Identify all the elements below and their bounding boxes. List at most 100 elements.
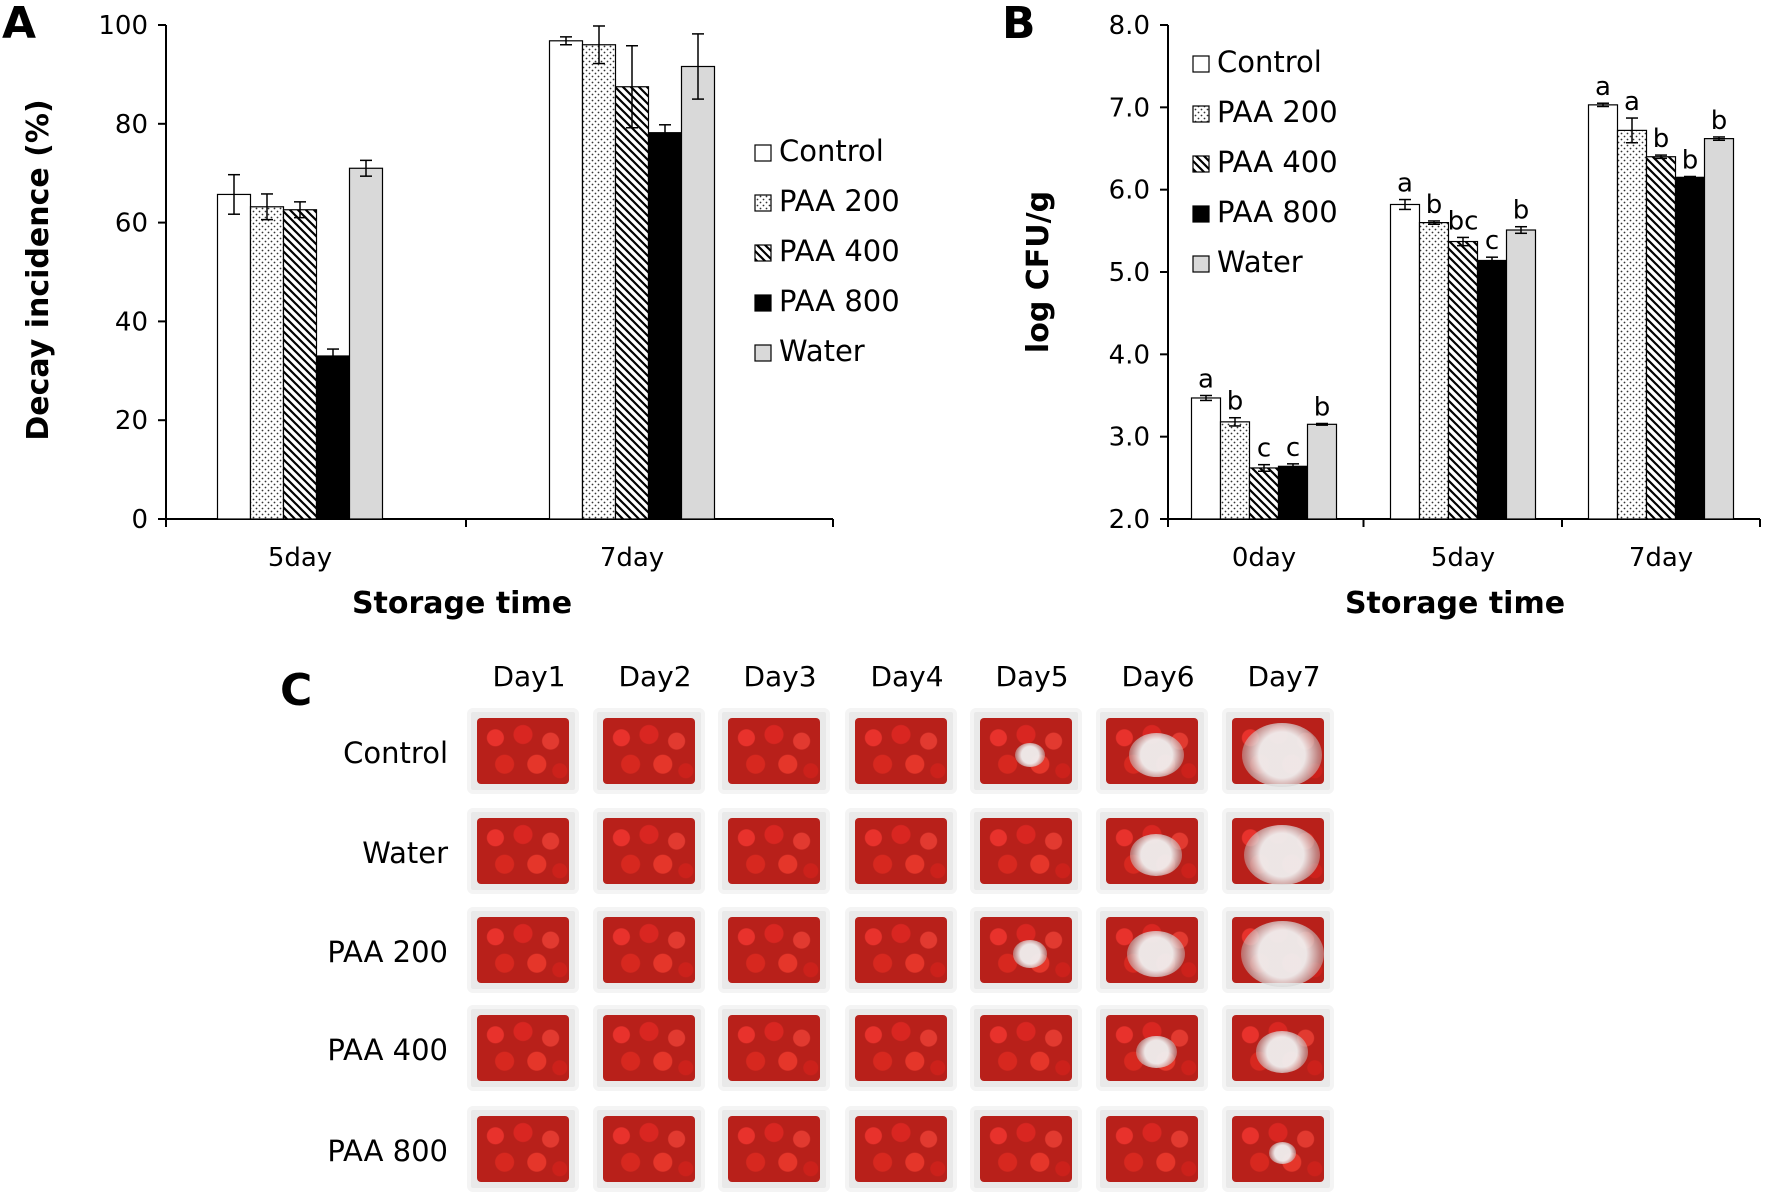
strawberry-tray-photo [1096, 708, 1208, 794]
chart-a-legend-label: PAA 800 [779, 284, 900, 318]
mold-patch [1126, 930, 1186, 978]
chart-b-legend: Control PAA 200 PAA 400 PAA 800 Water [1192, 45, 1338, 279]
chart-b-legend-label: PAA 200 [1217, 95, 1338, 129]
chart-b-error-bar [1486, 256, 1498, 265]
strawberry-tray-photo [593, 1005, 705, 1091]
chart-b-error-bar [1287, 463, 1299, 470]
strawberry-tray-photo [593, 808, 705, 894]
chart-b-bar [1447, 240, 1479, 520]
mold-patch [1256, 1031, 1308, 1073]
chart-b-ytick-label: 2.0 [1109, 505, 1150, 535]
chart-b-bar [1306, 423, 1338, 520]
grid-column-label: Day3 [743, 660, 817, 693]
grid-row-label: PAA 200 [327, 935, 448, 969]
grid-row-label: PAA 400 [327, 1033, 448, 1067]
grid-row-label: Control [343, 736, 448, 770]
strawberry-tray-photo [845, 1106, 957, 1192]
strawberry-tray-photo [970, 1005, 1082, 1091]
chart-b-significance-label: b [1314, 392, 1331, 422]
chart-a-error-bar [659, 124, 671, 142]
chart-a-error-bar [327, 348, 339, 364]
chart-b-significance-label: b [1513, 196, 1530, 226]
grid-column-label: Day1 [492, 660, 566, 693]
chart-b-significance-label: bc [1448, 206, 1479, 236]
chart-b-bar [1418, 222, 1450, 520]
chart-b-xtick-label: 5day [1431, 543, 1495, 573]
chart-b-bar [1645, 156, 1677, 520]
mold-patch [1013, 940, 1047, 968]
chart-b-significance-label: b [1227, 387, 1244, 417]
chart-b-error-bar [1626, 117, 1638, 144]
chart-b-error-bar [1399, 198, 1411, 211]
chart-a-legend-swatch [754, 244, 772, 262]
chart-a-legend-swatch [754, 344, 772, 362]
chart-b-legend-label: PAA 800 [1217, 195, 1338, 229]
chart-b-bar [1248, 467, 1280, 520]
strawberry-tray-photo [467, 708, 579, 794]
strawberry-tray-photo [970, 907, 1082, 993]
mold-patch [1128, 733, 1184, 777]
mold-patch [1268, 1142, 1296, 1164]
chart-a-error-bar [593, 25, 605, 65]
chart-b-legend-label: PAA 400 [1217, 145, 1338, 179]
strawberry-tray-photo [1222, 907, 1334, 993]
strawberry-tray-photo [718, 708, 830, 794]
chart-a-error-bar [228, 173, 240, 215]
chart-b-significance-label: b [1682, 145, 1699, 175]
panel-c-letter: C [280, 665, 312, 716]
chart-a-error-bar [261, 193, 273, 221]
chart-b-error-bar [1200, 394, 1212, 402]
chart-b-legend-swatch [1192, 255, 1210, 273]
chart-a-bar [348, 167, 384, 520]
strawberry-tray-photo [718, 808, 830, 894]
chart-a-legend-label: Water [779, 334, 865, 368]
chart-a-error-bar [360, 159, 372, 177]
chart-b-y-title: log CFU/g [1021, 191, 1056, 353]
strawberry-tray-photo [467, 907, 579, 993]
mold-patch [1242, 723, 1322, 787]
strawberry-tray-photo [467, 808, 579, 894]
chart-a-xtick-label: 7day [600, 543, 664, 573]
chart-b-ytick-label: 7.0 [1109, 93, 1150, 123]
chart-a-legend-label: Control [779, 134, 884, 168]
chart-a-x-title: Storage time [352, 586, 572, 621]
mold-patch [1014, 742, 1046, 768]
chart-a-legend-label: PAA 200 [779, 184, 900, 218]
chart-a-ytick-label: 60 [115, 209, 148, 239]
strawberry-tray-photo [718, 1106, 830, 1192]
chart-a-bar [614, 86, 650, 520]
strawberry-tray-photo [718, 1005, 830, 1091]
strawberry-tray-photo [593, 708, 705, 794]
chart-a-ytick-label: 80 [115, 110, 148, 140]
strawberry-tray-photo [1222, 808, 1334, 894]
chart-a-ytick-label: 20 [115, 406, 148, 436]
chart-a-y-title: Decay incidence (%) [21, 99, 56, 440]
chart-b-xtick-label: 0day [1232, 543, 1296, 573]
strawberry-tray-photo [467, 1106, 579, 1192]
chart-a-legend-swatch [754, 194, 772, 212]
chart-b-legend-swatch [1192, 105, 1210, 123]
chart-b-ytick-label: 4.0 [1109, 340, 1150, 370]
strawberry-tray-photo [1222, 708, 1334, 794]
strawberry-tray-photo [718, 907, 830, 993]
chart-a-bar [216, 193, 252, 520]
chart-a-legend-label: PAA 400 [779, 234, 900, 268]
strawberry-tray-photo [970, 708, 1082, 794]
chart-b-error-bar [1515, 225, 1527, 235]
panel-a-letter: A [2, 0, 36, 49]
chart-b-error-bar [1457, 236, 1469, 247]
chart-b-significance-label: a [1595, 72, 1611, 102]
chart-b-error-bar [1229, 416, 1241, 427]
chart-b-bar [1616, 129, 1648, 520]
chart-b-error-bar [1428, 220, 1440, 225]
mold-patch [1244, 824, 1320, 886]
mold-patch [1135, 1035, 1177, 1069]
chart-a-error-bar [692, 33, 704, 100]
chart-b-x-title: Storage time [1345, 586, 1565, 621]
strawberry-tray-photo [845, 708, 957, 794]
strawberry-tray-photo [1096, 907, 1208, 993]
chart-b-significance-label: c [1257, 434, 1271, 464]
chart-b-ytick-label: 3.0 [1109, 423, 1150, 453]
chart-b-legend-label: Control [1217, 45, 1322, 79]
